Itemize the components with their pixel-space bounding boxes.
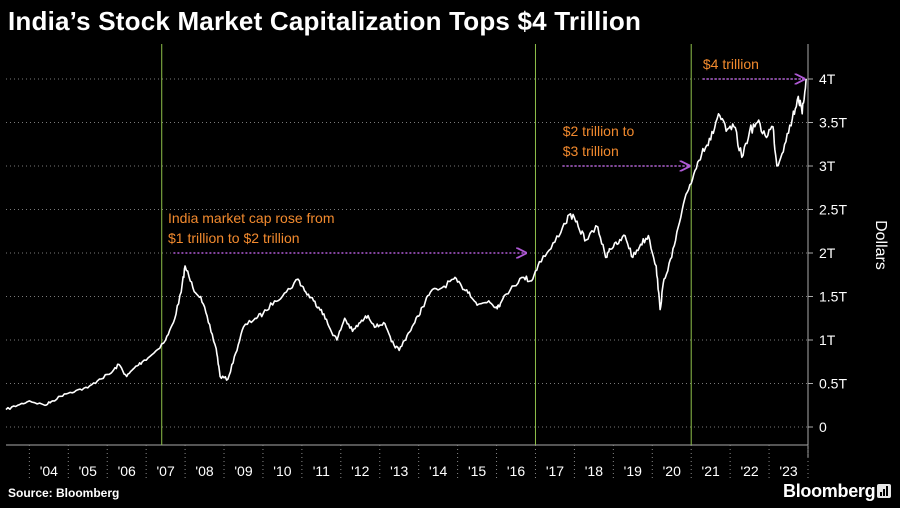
annotation-label: $1 trillion to $2 trillion — [168, 230, 300, 246]
x-tick-label: '07 — [156, 463, 174, 479]
y-tick-label: 3T — [819, 158, 836, 174]
x-tick-label: '12 — [351, 463, 369, 479]
source-note: Source: Bloomberg — [8, 486, 120, 500]
y-tick-label: 4T — [819, 71, 836, 87]
y-tick-label: 1T — [819, 332, 836, 348]
x-tick-label: '16 — [507, 463, 525, 479]
y-tick-label: 2.5T — [819, 202, 847, 218]
x-tick-label: '13 — [390, 463, 408, 479]
annotation-label: India market cap rose from — [168, 210, 335, 226]
x-tick-label: '15 — [468, 463, 486, 479]
x-tick-label: '14 — [429, 463, 447, 479]
y-tick-label: 1.5T — [819, 289, 847, 305]
x-tick-label: '05 — [79, 463, 97, 479]
x-tick-label: '10 — [273, 463, 291, 479]
x-tick-label: '17 — [546, 463, 564, 479]
x-tick-label: '21 — [702, 463, 720, 479]
x-tick-label: '22 — [740, 463, 758, 479]
chart-title: India’s Stock Market Capitalization Tops… — [8, 6, 642, 36]
x-tick-label: '18 — [585, 463, 603, 479]
y-tick-label: 0 — [819, 419, 827, 435]
y-axis-label: Dollars — [872, 220, 889, 270]
x-tick-label: '11 — [313, 463, 330, 479]
annotation-label: $4 trillion — [703, 56, 759, 72]
x-tick-label: '09 — [234, 463, 252, 479]
y-tick-label: 2T — [819, 245, 836, 261]
y-tick-label: 3.5T — [819, 115, 847, 131]
x-tick-label: '04 — [40, 463, 58, 479]
x-tick-label: '06 — [118, 463, 136, 479]
x-tick-label: '20 — [663, 463, 681, 479]
series-line — [5, 78, 807, 411]
annotation-label: $2 trillion to — [563, 123, 635, 139]
x-tick-label: '08 — [195, 463, 213, 479]
x-tick-label: '19 — [624, 463, 642, 479]
y-tick-label: 0.5T — [819, 376, 847, 392]
bar-chart-icon — [877, 484, 891, 498]
x-tick-label: '23 — [779, 463, 797, 479]
brand-logo: Bloomberg — [783, 481, 876, 501]
annotation-label: $3 trillion — [563, 143, 619, 159]
